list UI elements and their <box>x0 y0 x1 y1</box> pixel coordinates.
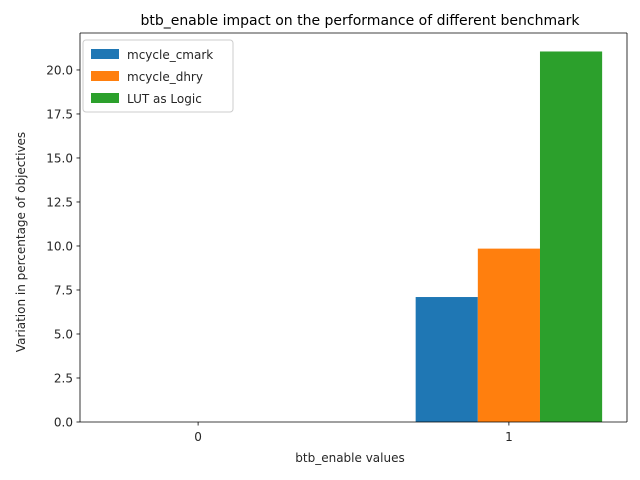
y-tick-label: 20.0 <box>46 63 73 77</box>
legend-swatch <box>91 49 119 59</box>
legend-label: mcycle_cmark <box>127 48 213 62</box>
y-tick-label: 12.5 <box>46 195 73 209</box>
chart-title: btb_enable impact on the performance of … <box>140 13 580 29</box>
y-tick-label: 2.5 <box>54 371 73 385</box>
y-tick-label: 5.0 <box>54 327 73 341</box>
y-tick-label: 7.5 <box>54 283 73 297</box>
x-axis-label: btb_enable values <box>295 451 404 465</box>
x-tick-label: 0 <box>194 430 202 444</box>
legend-label: mcycle_dhry <box>127 70 203 84</box>
y-tick-label: 17.5 <box>46 107 73 121</box>
bar-mcycle_cmark-1 <box>415 297 478 422</box>
legend: mcycle_cmark mcycle_dhry LUT as Logic <box>82 39 234 113</box>
y-tick-label: 15.0 <box>46 151 73 165</box>
x-tick-label: 1 <box>505 430 513 444</box>
legend-box <box>82 39 234 113</box>
bars-layer <box>415 51 603 422</box>
legend-swatch <box>91 71 119 81</box>
y-tick-label: 0.0 <box>54 416 73 430</box>
axes-layer: 0.0 2.5 5.0 7.5 10.0 12.5 15.0 17.5 20.0 0 1 <box>46 32 628 444</box>
y-tick-label: 10.0 <box>46 239 73 253</box>
bar-mcycle_dhry-1 <box>477 248 540 422</box>
y-axis-label: Variation in percentage of objectives <box>14 132 28 352</box>
legend-label: LUT as Logic <box>127 92 202 106</box>
bar-lut-as-logic-1 <box>539 51 603 422</box>
legend-swatch <box>91 93 119 103</box>
